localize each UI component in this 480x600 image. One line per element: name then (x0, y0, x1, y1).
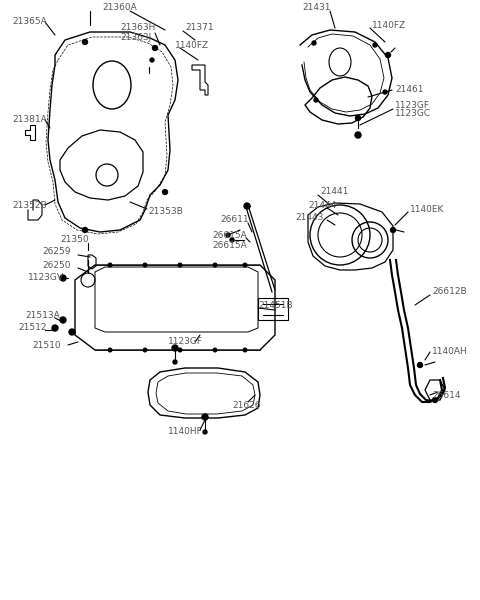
Text: 21365A: 21365A (12, 17, 47, 26)
Circle shape (60, 275, 66, 281)
Circle shape (432, 397, 437, 403)
Circle shape (203, 430, 207, 434)
Circle shape (226, 233, 230, 237)
Text: 21510: 21510 (32, 340, 60, 349)
Text: 1123GV: 1123GV (28, 274, 64, 283)
Text: 1123GC: 1123GC (395, 109, 431, 118)
Circle shape (312, 41, 316, 45)
Text: 21360A: 21360A (103, 4, 137, 13)
Text: 21441: 21441 (320, 187, 348, 196)
Circle shape (243, 263, 247, 267)
Text: 21381A: 21381A (12, 115, 47, 124)
Circle shape (83, 40, 87, 44)
Circle shape (213, 263, 217, 267)
Text: 26615A: 26615A (212, 241, 247, 250)
Circle shape (172, 345, 178, 351)
Text: 21352B: 21352B (12, 200, 47, 209)
Text: 21363H: 21363H (120, 23, 156, 32)
Circle shape (356, 115, 360, 121)
Text: 21350: 21350 (60, 235, 89, 245)
Text: 26259: 26259 (42, 247, 71, 257)
Text: 21512: 21512 (18, 323, 47, 332)
Circle shape (230, 238, 234, 242)
Circle shape (52, 325, 58, 331)
Circle shape (213, 348, 217, 352)
Text: 21363J: 21363J (120, 32, 151, 41)
Text: 26250: 26250 (42, 260, 71, 269)
Circle shape (391, 227, 396, 232)
Circle shape (108, 263, 112, 267)
Circle shape (153, 46, 157, 50)
Circle shape (418, 362, 422, 367)
Circle shape (143, 348, 147, 352)
Circle shape (373, 43, 377, 47)
Text: 1140HF: 1140HF (168, 427, 203, 437)
Text: 1140FZ: 1140FZ (175, 40, 209, 49)
Circle shape (69, 329, 75, 335)
Text: 1123GF: 1123GF (168, 337, 203, 346)
Circle shape (243, 348, 247, 352)
Text: 21451B: 21451B (258, 301, 293, 310)
Circle shape (60, 317, 66, 323)
Text: 21626: 21626 (232, 401, 261, 409)
Text: 21461: 21461 (395, 85, 423, 94)
Circle shape (202, 414, 208, 420)
Text: 21444: 21444 (308, 200, 336, 209)
Circle shape (163, 190, 168, 194)
Circle shape (383, 90, 387, 94)
Circle shape (173, 360, 177, 364)
Circle shape (244, 203, 250, 209)
Circle shape (355, 132, 361, 138)
Text: 21371: 21371 (185, 23, 214, 32)
Text: 21353B: 21353B (148, 208, 183, 217)
Text: 26611: 26611 (220, 215, 249, 224)
Circle shape (314, 98, 318, 102)
Circle shape (143, 263, 147, 267)
Circle shape (178, 263, 182, 267)
Text: 26612B: 26612B (432, 287, 467, 296)
Text: 1140EK: 1140EK (410, 205, 444, 214)
Circle shape (108, 348, 112, 352)
Text: 1140AH: 1140AH (432, 347, 468, 356)
Text: 26615A: 26615A (212, 230, 247, 239)
Circle shape (83, 227, 87, 232)
Circle shape (178, 348, 182, 352)
Text: 1140FZ: 1140FZ (372, 20, 406, 29)
Text: 26614: 26614 (432, 391, 460, 400)
Circle shape (150, 58, 154, 62)
Text: 21431: 21431 (302, 4, 331, 13)
Text: 21513A: 21513A (25, 311, 60, 319)
Circle shape (385, 52, 391, 58)
Text: 1123GF: 1123GF (395, 100, 430, 109)
Text: 21443: 21443 (295, 214, 324, 223)
